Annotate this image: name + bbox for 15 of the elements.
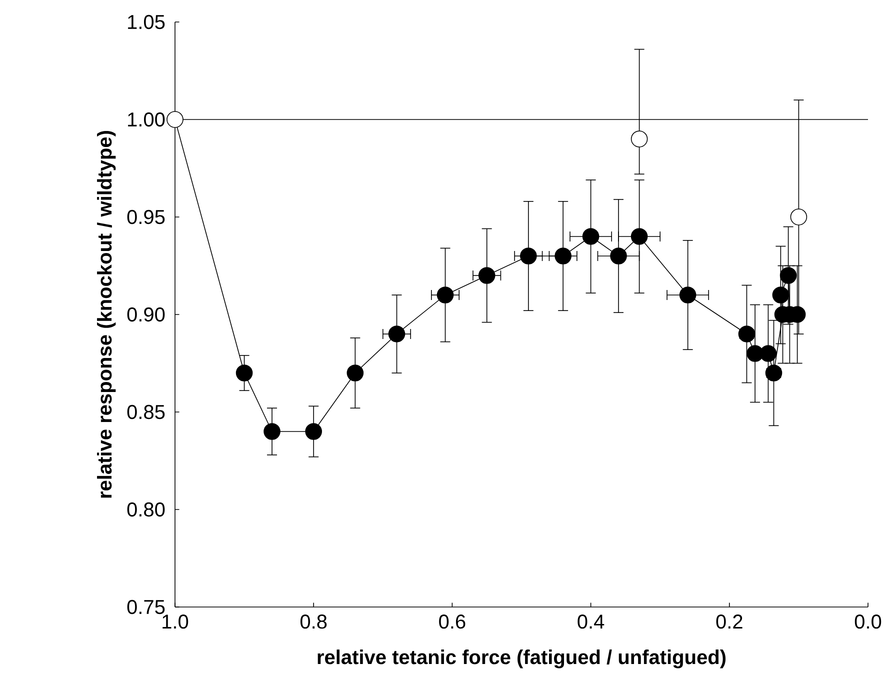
x-axis-title: relative tetanic force (fatigued / unfatigued) — [318, 650, 726, 668]
y-tick-label: 0.80 — [127, 502, 165, 517]
y-tick-label: 0.85 — [127, 404, 165, 420]
y-axis-title: relative response (knockout / wildtype) — [97, 131, 116, 498]
y-tick-label: 0.95 — [127, 210, 165, 224]
x-tick-label: 0.0 — [854, 614, 882, 629]
x-tick-label: 0.6 — [439, 614, 466, 629]
y-tick-label: 1.00 — [128, 112, 165, 127]
x-tick-label: 0.8 — [300, 614, 327, 629]
y-tick-label: 1.05 — [128, 14, 165, 30]
x-tick-label: 0.4 — [578, 614, 604, 629]
x-tick-label: 0.2 — [716, 614, 742, 629]
y-tick-label: 0.75 — [127, 600, 165, 614]
x-tick-label: 1.0 — [162, 614, 188, 629]
y-tick-label: 0.90 — [127, 307, 165, 322]
